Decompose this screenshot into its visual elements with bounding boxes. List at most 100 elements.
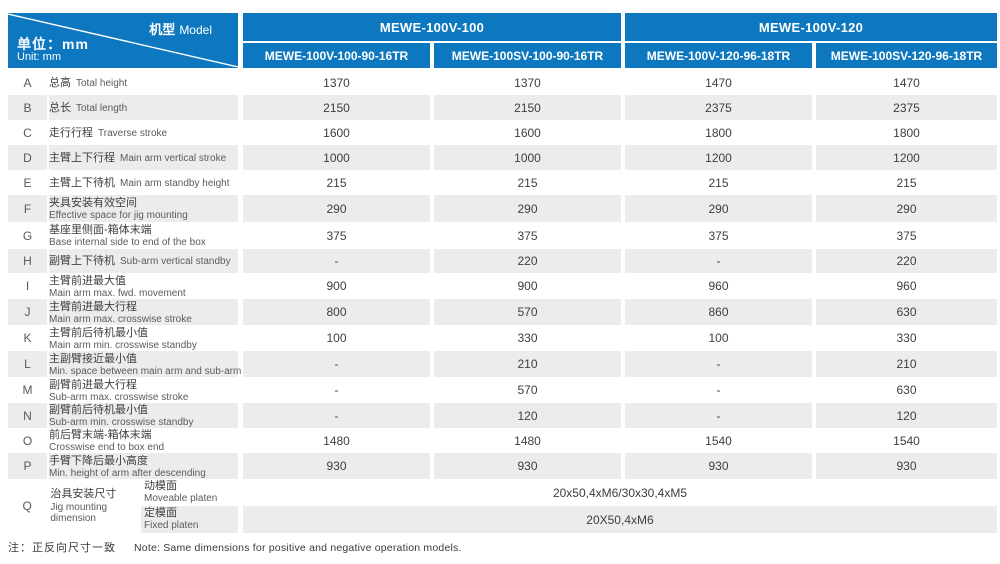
table-row: M 副臂前进最大行程 Sub-arm max. crosswise stroke … [8,377,997,403]
q-sublabel-en: Moveable platen [143,493,218,504]
row-label: 主副臂接近最小值 Min. space between main arm and … [49,351,241,377]
row-value-col2: 290 [434,195,621,222]
q-value: 20X50,4xM6 [242,506,997,533]
row-value-col1: 930 [243,453,430,479]
row-label-en: Sub-arm max. crosswise stroke [49,391,189,403]
row-value-col1: 1370 [323,75,350,90]
row-value-col3: - [716,383,721,397]
row-value-col4: 220 [816,249,997,273]
table-row: O 前后臂末端-箱体末端 Crosswise end to box end 148… [8,428,997,453]
row-label-zh: 副臂前后待机最小值 [49,404,148,416]
row-label-zh: 总长 [49,101,71,114]
row-label-text: 主臂前后待机最小值 Main arm min. crosswise standby [49,326,197,351]
row-value-col2: 1600 [514,125,541,140]
model-column-header: MEWE-100V-120-96-18TR [625,43,812,68]
row-label: 总高 Total height [49,70,238,95]
row-value-col3: 290 [625,195,812,222]
row-value-col1: 2150 [243,95,430,120]
table-row: C 走行行程 Traverse stroke 1600 1600 1800 180… [8,120,997,145]
row-label: 基座里侧面-箱体末端 Base internal side to end of t… [49,222,238,249]
row-label-text: 走行行程 Traverse stroke [49,126,167,140]
row-label-en: Effective space for jig mounting [49,210,188,221]
row-value-col4: 2375 [816,95,997,120]
row-label-en: Crosswise end to box end [49,442,165,453]
table-row: E 主臂上下待机 Main arm standby height 215 215 … [8,170,997,195]
row-label-text: 主臂前进最大值 Main arm max. fwd. movement [49,274,186,299]
row-label-en: Total length [76,102,128,114]
row-value-col3: 2375 [625,95,812,120]
row-label: 副臂前后待机最小值 Sub-arm min. crosswise standby [49,403,238,428]
row-value-col2: 1370 [514,75,541,90]
header-corner-cell: 机型 Model 单位：mm Unit: mm [8,13,238,68]
row-letter: L [8,351,47,377]
q-sublabel-en: Fixed platen [143,520,199,531]
row-label-en: Base internal side to end of the box [49,237,206,248]
model-column-header: MEWE-100SV-120-96-18TR [816,43,997,68]
q-subrow-moveable: 动模面 Moveable platen 20x50,4xM6/30x30,4xM… [141,479,997,506]
row-letter: Q [22,499,32,513]
row-label-text: 副臂上下待机 Sub-arm vertical standby [49,254,231,268]
table-row: L 主副臂接近最小值 Min. space between main arm an… [8,351,997,377]
row-value-col2: 1000 [434,145,621,170]
row-value-col2: 900 [517,279,538,293]
row-value-col2: 330 [517,331,538,345]
row-label-text: 夹具安装有效空间 Effective space for jig mounting [49,196,188,221]
model-group-header-100: MEWE-100V-100 [243,13,621,41]
row-label-zh: 前后臂末端-箱体末端 [49,429,152,441]
row-label-en: Main arm max. fwd. movement [49,287,186,299]
row-value-col2: 215 [517,175,538,190]
row-value-col4: 960 [896,279,917,293]
unit-label-zh: 单位：mm [17,36,89,52]
row-value-col2: 210 [434,351,621,377]
row-letter: O [22,433,33,448]
table-row: I 主臂前进最大值 Main arm max. fwd. movement 900… [8,273,997,299]
row-value-col3: 960 [708,279,729,293]
row-letter: N [8,403,47,428]
row-value-col3: - [625,403,812,428]
row-value-col1: 900 [326,279,347,293]
row-value-col1: 100 [326,331,347,345]
row-letter: M [22,383,33,397]
row-label-zh: 手臂下降后最小高度 [49,454,148,467]
row-value-col4: 375 [896,228,917,243]
row-label-zh: 夹具安装有效空间 [49,197,137,209]
row-letter: P [8,453,47,479]
diagonal-divider-line [8,13,238,68]
q-sublabel-zh: 动模面 [143,480,177,492]
row-value-col4: 1540 [893,433,920,448]
row-value-col1: 1600 [323,125,350,140]
q-sublabel: 定模面 Fixed platen [140,506,238,533]
row-value-col4: 210 [816,351,997,377]
row-value-col3: - [625,351,812,377]
row-letter: F [8,195,47,222]
model-group-header-120: MEWE-100V-120 [625,13,997,41]
row-label-text: 主副臂接近最小值 Min. space between main arm and … [49,352,241,377]
row-label-zh: 治具安装尺寸 [50,488,117,500]
q-sublabel: 动模面 Moveable platen [141,479,238,506]
row-value-col2: 570 [434,299,621,325]
row-label-text: 手臂下降后最小高度 Min. height of arm after descen… [49,454,206,479]
row-value-col4: 330 [896,331,917,345]
q-subrow-fixed: 定模面 Fixed platen 20X50,4xM6 [140,506,997,533]
row-label: 主臂前进最大行程 Main arm max. crosswise stroke [49,299,238,325]
table-row: H 副臂上下待机 Sub-arm vertical standby - 220 -… [8,249,997,273]
row-value-col1: 375 [326,228,347,243]
row-label-en: Total height [76,77,128,89]
unit-label-en: Unit: mm [17,51,61,63]
row-value-col4: 930 [816,453,997,479]
row-value-col3: 375 [708,228,729,243]
footnote-en: Note: Same dimensions for positive and n… [134,542,462,554]
row-label: 总长 Total length [49,95,238,120]
row-value-col4: 1470 [893,75,920,90]
table-row: G 基座里侧面-箱体末端 Base internal side to end of… [8,222,997,249]
table-row: D 主臂上下行程 Main arm vertical stroke 1000 10… [8,145,997,170]
table-row: P 手臂下降后最小高度 Min. height of arm after desc… [8,453,997,479]
table-row: K 主臂前后待机最小值 Main arm min. crosswise stand… [8,325,997,351]
row-value-col4: 120 [816,403,997,428]
row-label-text: 治具安装尺寸 Jig mounting dimension [50,488,141,524]
row-label-en: Traverse stroke [98,127,168,139]
row-label-zh: 主臂前后待机最小值 [49,326,148,339]
row-value-col1: - [334,383,339,397]
row-label-en: Min. height of arm after descending [49,467,206,479]
row-value-col3: 1470 [705,75,732,90]
